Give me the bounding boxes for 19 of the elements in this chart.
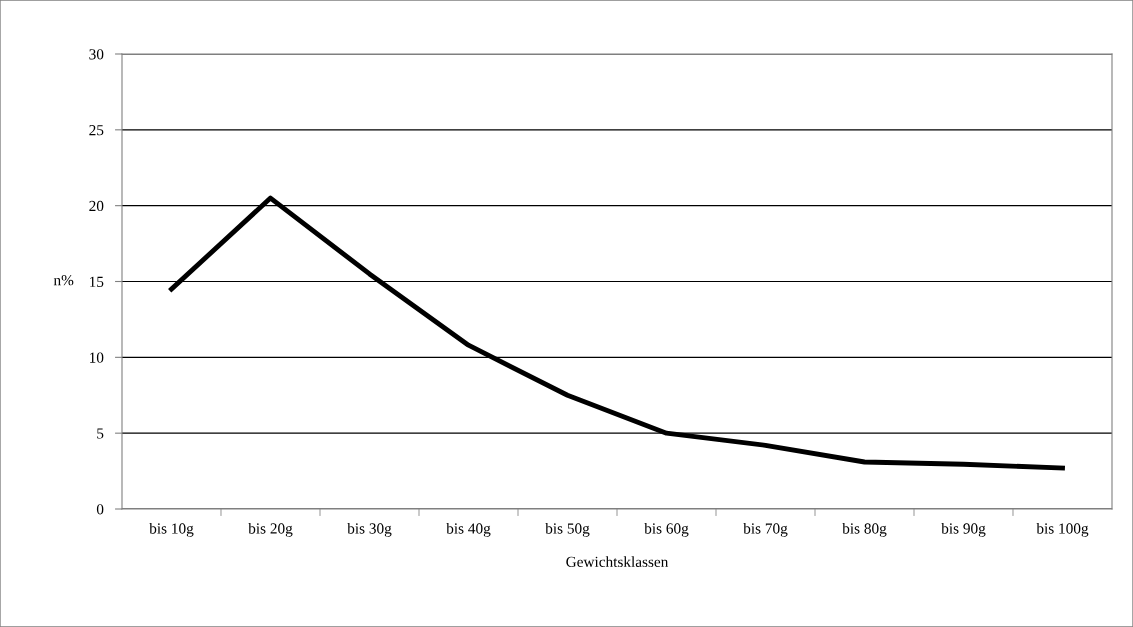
x-tick-label: bis 30g xyxy=(347,522,392,537)
y-tick-label: 0 xyxy=(96,504,104,515)
x-tick-label: bis 10g xyxy=(149,522,194,537)
y-tick-label: 5 xyxy=(97,428,104,439)
x-tick-label: bis 100g xyxy=(1036,522,1089,537)
y-tick-label: 25 xyxy=(89,125,104,136)
x-axis-title: Gewichtsklassen xyxy=(566,556,669,567)
y-tick-label: 10 xyxy=(90,352,104,363)
y-tick-label: 20 xyxy=(89,200,104,212)
x-tick-label: bis 80g xyxy=(842,522,887,537)
x-tick-label: bis 90g xyxy=(941,522,986,537)
y-axis-title: n% xyxy=(53,275,74,286)
x-tick-label: bis 20g xyxy=(248,522,293,537)
x-tick-label: bis 40g xyxy=(446,522,491,537)
x-tick-label: bis 50g xyxy=(545,522,590,537)
x-tick-label: bis 70g xyxy=(743,522,788,537)
y-tick-label: 30 xyxy=(89,49,104,60)
x-tick-label: bis 60g xyxy=(644,522,689,537)
y-tick-label: 15 xyxy=(90,276,104,287)
